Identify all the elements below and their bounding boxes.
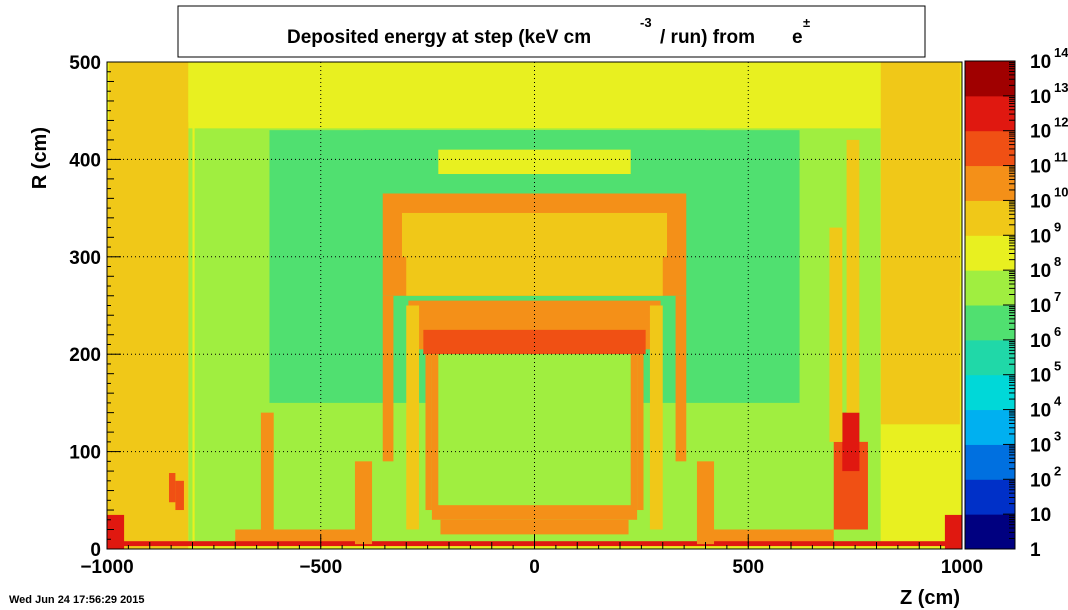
x-axis-label: Z (cm) [900, 587, 960, 609]
heatmap-cell-37 [175, 480, 184, 511]
colorbar-band [965, 305, 1015, 341]
colorbar-label: 10 [1030, 261, 1051, 282]
colorbar-label-exponent: 11 [1054, 150, 1068, 165]
heatmap-cell-42 [846, 139, 860, 413]
heatmap-cell-35 [944, 514, 962, 549]
colorbar-label: 10 [1030, 122, 1051, 143]
y-tick-label: 500 [69, 53, 101, 74]
colorbar-label-exponent: 6 [1054, 324, 1061, 339]
heatmap-cell-18 [406, 256, 663, 296]
colorbar-label-exponent: 14 [1054, 45, 1068, 60]
y-tick-label: 0 [90, 540, 101, 561]
colorbar-label: 10 [1030, 505, 1051, 526]
heatmap-cell-24 [425, 354, 432, 511]
heatmap-cell-38 [168, 473, 176, 503]
title-rest: / run) from [660, 27, 755, 48]
colorbar-label: 10 [1030, 226, 1051, 247]
colorbar-band [965, 165, 1015, 201]
colorbar-band [965, 235, 1015, 271]
y-tick-label: 400 [69, 150, 101, 171]
colorbar-label-exponent: 3 [1054, 428, 1061, 443]
grid-lines [107, 62, 962, 549]
heatmap-cell-43 [260, 412, 274, 530]
heatmap-cell-26 [630, 354, 638, 511]
colorbar-label-exponent: 9 [1054, 219, 1061, 234]
colorbar-band [965, 130, 1015, 167]
heatmap-cell-29 [649, 305, 663, 530]
title-box [177, 5, 926, 58]
x-tick-label: 1000 [941, 557, 983, 578]
heatmap-cell-6 [192, 62, 195, 549]
colorbar-label-exponent: 2 [1054, 463, 1061, 478]
y-tick-label: 300 [69, 248, 101, 269]
heatmap-cell-25 [431, 354, 439, 511]
heatmap-cell-30 [431, 505, 638, 520]
heatmap-cell-45 [696, 461, 715, 545]
heatmap-cell-10 [109, 62, 120, 287]
title-main: Deposited energy at step (keV cm [287, 27, 591, 48]
heatmap-cell-40 [842, 412, 860, 472]
colorbar-label-exponent: 13 [1054, 80, 1068, 95]
heatmap-cell-32 [235, 529, 364, 545]
colorbar-label: 10 [1030, 470, 1051, 491]
heatmap-plot [107, 62, 962, 549]
x-tick-label: −500 [299, 557, 342, 578]
heatmap-cell-44 [354, 461, 373, 545]
y-tick-label: 100 [69, 443, 101, 464]
colorbar-label-exponent: 10 [1054, 184, 1068, 199]
heatmap-cell-33 [705, 529, 834, 545]
colorbar-label: 10 [1030, 366, 1051, 387]
heatmap-cell-28 [406, 305, 420, 530]
x-tick-label: −1000 [80, 557, 133, 578]
colorbar-band [965, 409, 1015, 445]
heatmap-cell-8 [109, 62, 189, 425]
colorbar-band [965, 200, 1015, 236]
heatmap-cell-27 [637, 354, 644, 511]
colorbar-band [965, 374, 1015, 411]
title-exponent: -3 [640, 15, 652, 30]
colorbar-label-exponent: 5 [1054, 359, 1061, 374]
heatmap-cell-11 [949, 62, 960, 287]
colorbar-label: 10 [1030, 401, 1051, 422]
colorbar-label-exponent: 12 [1054, 115, 1068, 130]
y-tick-label: 200 [69, 345, 101, 366]
colorbar-label: 1 [1030, 540, 1041, 561]
heatmap-cell-34 [107, 514, 125, 549]
heatmap-cell-15 [438, 149, 631, 175]
colorbar-label: 10 [1030, 331, 1051, 352]
colorbar-band [965, 444, 1015, 480]
x-tick-label: 500 [732, 557, 764, 578]
colorbar-label: 10 [1030, 191, 1051, 212]
colorbar-label: 10 [1030, 296, 1051, 317]
heatmap-cell-23 [427, 354, 642, 520]
colorbar-label-exponent: 7 [1054, 289, 1061, 304]
colorbar-label: 10 [1030, 87, 1051, 108]
colorbar-band [965, 61, 1015, 97]
heatmap-cell-12 [397, 71, 680, 92]
heatmap-cell-19 [382, 295, 394, 462]
heatmap-cell-31 [440, 519, 629, 535]
axes: −1000 −500 0 500 1000 0 100 200 300 400 500 [69, 53, 983, 578]
colorbar-label: 10 [1030, 435, 1051, 456]
heatmap-cell-41 [829, 227, 843, 442]
y-axis-label: R (cm) [29, 127, 51, 189]
timestamp: Wed Jun 24 17:56:29 2015 [9, 594, 145, 606]
x-tick-label: 0 [529, 557, 540, 578]
colorbar-band [965, 514, 1015, 550]
colorbar-label-exponent: 8 [1054, 254, 1061, 269]
colorbar-band [965, 270, 1015, 306]
title-particle-sup: ± [803, 15, 810, 30]
heatmap-cell-20 [675, 295, 687, 462]
colorbar-band [965, 479, 1015, 515]
heatmap-cell-9 [880, 62, 960, 425]
colorbar-label: 10 [1030, 157, 1051, 178]
title-particle: e [792, 27, 803, 48]
colorbar-label-exponent: 4 [1054, 394, 1062, 409]
colorbar-band [965, 95, 1015, 132]
colorbar-band [965, 339, 1015, 376]
colorbar-label: 10 [1030, 52, 1051, 73]
